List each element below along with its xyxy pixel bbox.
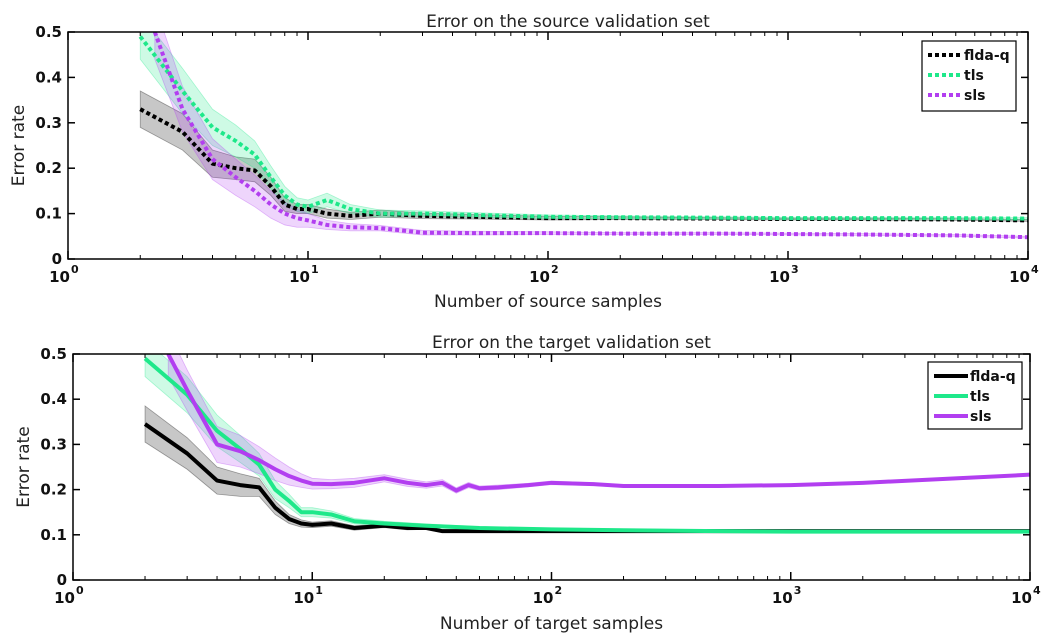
x-axis-label: Number of target samples [440, 614, 663, 634]
x-tick-label: 10 [1011, 589, 1032, 607]
x-tick-label: 10 [293, 589, 314, 607]
plot-area [143, 354, 1030, 534]
confidence-band-sls [167, 354, 1030, 494]
x-tick-exponent: 4 [1031, 263, 1039, 276]
legend-label-sls: sls [970, 409, 991, 425]
x-tick-label: 10 [1009, 268, 1030, 286]
x-tick-label: 10 [769, 268, 790, 286]
y-tick-label: 0 [52, 250, 62, 268]
x-tick-label: 10 [49, 268, 70, 286]
x-tick-exponent: 4 [1033, 584, 1041, 597]
confidence-band-tls [144, 354, 1030, 533]
series-line-sls [152, 32, 1028, 240]
confidence-band-flda-q [144, 405, 1030, 533]
y-tick-label: 0.3 [35, 114, 62, 132]
y-tick-label: 0.1 [40, 526, 67, 544]
x-tick-exponent: 0 [76, 584, 84, 597]
y-tick-label: 0.4 [40, 390, 67, 408]
x-tick-label: 10 [529, 268, 550, 286]
confidence-band-sls [154, 32, 1028, 239]
chart-title: Error on the source validation set [426, 12, 710, 32]
chart-title: Error on the target validation set [432, 333, 711, 353]
x-tick-exponent: 2 [555, 584, 563, 597]
y-axis-label: Error rate [14, 426, 34, 507]
x-tick-label: 10 [533, 589, 554, 607]
legend-label-flda-q: flda-q [970, 369, 1016, 385]
y-tick-label: 0.1 [35, 205, 62, 223]
x-tick-label: 10 [54, 589, 75, 607]
plot-area [138, 32, 1028, 240]
x-tick-label: 10 [772, 589, 793, 607]
legend: flda-q tls sls [927, 361, 1023, 430]
x-tick-exponent: 0 [71, 263, 79, 276]
x-tick-exponent: 3 [794, 584, 802, 597]
y-axis-label: Error rate [9, 105, 29, 186]
x-tick-exponent: 2 [551, 263, 559, 276]
legend: flda-q tls sls [921, 40, 1017, 112]
y-tick-label: 0.2 [40, 481, 67, 499]
y-tick-label: 0.4 [35, 68, 62, 86]
legend-label-tls: tls [964, 68, 984, 84]
y-tick-label: 0 [57, 571, 67, 589]
legend-label-tls: tls [970, 389, 990, 405]
legend-label-flda-q: flda-q [964, 48, 1010, 64]
y-tick-label: 0.3 [40, 435, 67, 453]
legend-label-sls: sls [964, 88, 985, 104]
x-axis-label: Number of source samples [434, 292, 662, 312]
series-line-tls [138, 35, 1028, 221]
y-tick-label: 0.5 [40, 345, 67, 363]
x-tick-exponent: 1 [315, 584, 323, 597]
x-tick-exponent: 1 [311, 263, 319, 276]
confidence-band-tls [139, 32, 1028, 220]
series-line-sls [166, 354, 1030, 493]
x-tick-exponent: 3 [791, 263, 799, 276]
y-tick-label: 0.2 [35, 159, 62, 177]
y-tick-label: 0.5 [35, 23, 62, 41]
x-tick-label: 10 [289, 268, 310, 286]
